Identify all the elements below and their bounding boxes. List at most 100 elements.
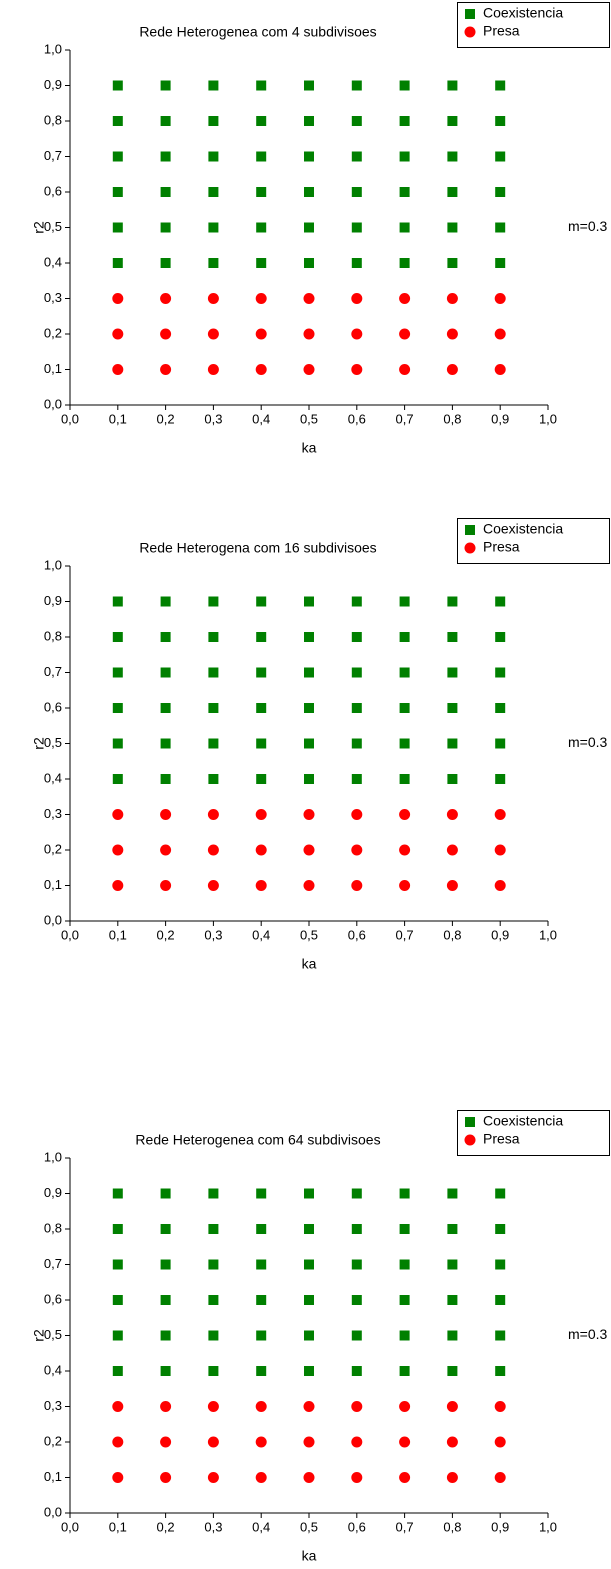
y-tick-label: 0,6: [44, 1291, 62, 1306]
marker-square: [399, 1366, 410, 1376]
marker-square: [208, 1224, 219, 1234]
y-tick-label: 0,4: [44, 770, 62, 785]
marker-square: [351, 1295, 362, 1305]
marker-square: [447, 1259, 458, 1270]
marker-circle: [160, 1401, 172, 1412]
x-tick-label: 0,4: [252, 411, 270, 426]
marker-square: [160, 1295, 171, 1305]
legend-label: Presa: [483, 539, 520, 555]
marker-circle: [207, 1401, 219, 1412]
marker-square: [304, 632, 314, 642]
marker-square: [208, 1188, 219, 1199]
marker-circle: [351, 328, 363, 340]
marker-square: [208, 1366, 219, 1376]
x-tick-label: 0,8: [443, 927, 461, 942]
y-tick-label: 0,6: [44, 699, 62, 714]
legend-marker: [464, 26, 476, 38]
chart-title: Rede Heterogenea com 4 subdivisoes: [139, 24, 376, 40]
x-tick-label: 1,0: [539, 927, 557, 942]
marker-square: [112, 632, 123, 642]
marker-square: [304, 1259, 314, 1270]
y-tick-label: 0,4: [44, 254, 62, 269]
marker-circle: [446, 844, 458, 856]
marker-circle: [351, 1436, 363, 1448]
marker-circle: [207, 1472, 219, 1483]
x-tick-label: 0,5: [300, 1519, 318, 1534]
marker-circle: [255, 328, 267, 340]
legend-box: [457, 518, 610, 564]
y-tick-label: 0,1: [44, 361, 62, 376]
y-tick-label: 0,8: [44, 628, 62, 643]
y-tick-label: 0,6: [44, 183, 62, 198]
marker-square: [112, 1224, 123, 1234]
marker-square: [399, 1188, 410, 1199]
marker-square: [256, 80, 267, 91]
marker-square: [256, 222, 267, 233]
marker-circle: [207, 809, 219, 820]
marker-circle: [351, 293, 363, 304]
marker-circle: [207, 844, 219, 856]
marker-square: [447, 632, 458, 642]
marker-square: [399, 222, 410, 233]
chart: Rede Heterogenea com 4 subdivisoes 0,0 0,1…: [31, 2, 610, 456]
marker-circle: [446, 1472, 458, 1483]
marker-square: [495, 1259, 506, 1270]
marker-square: [351, 703, 362, 713]
marker-square: [304, 703, 314, 713]
marker-square: [304, 774, 314, 784]
x-tick-label: 0,5: [300, 411, 318, 426]
marker-circle: [399, 844, 411, 856]
x-tick-label: 0,6: [348, 927, 366, 942]
marker-square: [495, 187, 506, 197]
marker-square: [304, 80, 314, 91]
y-tick-label: 0,9: [44, 593, 62, 608]
legend-marker: [464, 1134, 476, 1146]
marker-square: [160, 116, 171, 126]
marker-circle: [303, 809, 315, 820]
marker-square: [447, 703, 458, 713]
marker-square: [351, 596, 362, 607]
legend-marker: [465, 9, 475, 19]
legend-label: Coexistencia: [483, 5, 563, 21]
marker-square: [447, 222, 458, 233]
marker-square: [160, 596, 171, 607]
marker-circle: [255, 293, 267, 304]
y-tick-label: 0,0: [44, 1504, 62, 1519]
marker-square: [160, 151, 171, 162]
chart: Rede Heterogenea com 64 subdivisoes 0,0 0,…: [31, 1110, 610, 1564]
legend-marker: [465, 1117, 475, 1127]
y-tick-label: 0,7: [44, 148, 62, 163]
x-tick-label: 1,0: [539, 1519, 557, 1534]
marker-circle: [112, 364, 124, 375]
marker-square: [495, 1188, 506, 1199]
marker-square: [399, 151, 410, 162]
marker-square: [447, 151, 458, 162]
marker-circle: [207, 328, 219, 340]
x-tick-label: 0,4: [252, 927, 270, 942]
marker-square: [112, 596, 123, 607]
x-tick-label: 0,5: [300, 927, 318, 942]
chart-title: Rede Heterogenea com 64 subdivisoes: [135, 1132, 380, 1148]
marker-circle: [399, 293, 411, 304]
marker-square: [160, 187, 171, 197]
marker-square: [208, 667, 219, 678]
marker-circle: [494, 364, 506, 375]
marker-square: [399, 738, 410, 749]
x-tick-label: 0,9: [491, 1519, 509, 1534]
marker-square: [304, 187, 314, 197]
y-tick-label: 0,7: [44, 1256, 62, 1271]
marker-square: [351, 116, 362, 126]
y-axis-label: r2: [31, 1329, 47, 1342]
marker-square: [399, 632, 410, 642]
marker-square: [447, 1366, 458, 1376]
x-tick-label: 0,2: [157, 411, 175, 426]
marker-circle: [494, 809, 506, 820]
legend-marker: [464, 542, 476, 554]
marker-square: [256, 1224, 267, 1234]
marker-square: [447, 116, 458, 126]
y-tick-label: 0,2: [44, 1433, 62, 1448]
x-tick-label: 0,3: [204, 927, 222, 942]
marker-square: [447, 80, 458, 91]
x-tick-label: 0,3: [204, 1519, 222, 1534]
marker-circle: [207, 293, 219, 304]
